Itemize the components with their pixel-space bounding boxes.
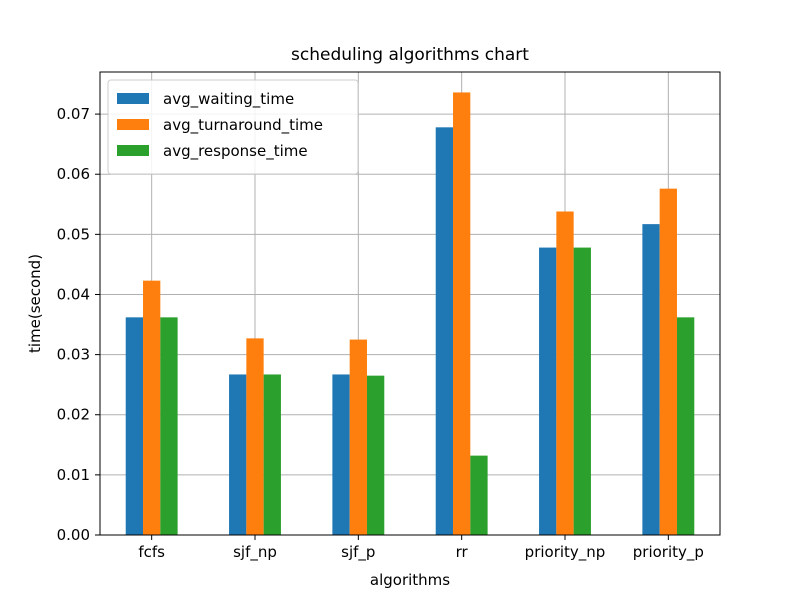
bar-avg_turnaround_time-sjf_np bbox=[246, 338, 264, 535]
bar-avg_turnaround_time-priority_np bbox=[556, 211, 574, 536]
y-tick-label: 0.05 bbox=[57, 225, 90, 243]
legend-label-avg_turnaround_time: avg_turnaround_time bbox=[163, 116, 323, 135]
bar-avg_waiting_time-priority_p bbox=[642, 224, 660, 535]
bar-avg_turnaround_time-priority_p bbox=[659, 188, 677, 535]
legend-box bbox=[107, 79, 359, 175]
bar-avg_response_time-fcfs bbox=[160, 317, 178, 535]
bar-avg_waiting_time-sjf_np bbox=[229, 374, 247, 535]
bar-avg_response_time-sjf_p bbox=[366, 375, 385, 535]
legend-swatch-avg_response_time bbox=[117, 145, 149, 156]
bar-avg_turnaround_time-rr bbox=[453, 92, 471, 535]
y-tick-label: 0.04 bbox=[57, 285, 90, 303]
bar-avg_response_time-priority_np bbox=[573, 247, 591, 535]
y-tick-label: 0.06 bbox=[57, 165, 90, 183]
bar-avg_response_time-priority_p bbox=[676, 317, 695, 535]
chart-title: scheduling algorithms chart bbox=[291, 45, 529, 65]
bar-avg_waiting_time-fcfs bbox=[125, 317, 144, 535]
y-tick-label: 0.03 bbox=[57, 346, 90, 364]
y-tick-label: 0.00 bbox=[57, 526, 90, 544]
plot-frame bbox=[99, 71, 721, 536]
bar-avg_waiting_time-priority_np bbox=[539, 247, 557, 535]
legend-label-avg_waiting_time: avg_waiting_time bbox=[163, 90, 294, 109]
ticks-layer: fcfs sjf_np sjf_p rr priority_np priority_p 0.… bbox=[57, 105, 704, 562]
x-axis-label: algorithms bbox=[370, 571, 450, 589]
legend-swatch-avg_turnaround_time bbox=[117, 119, 149, 130]
x-tick-label: sjf_np bbox=[233, 543, 277, 562]
legend: avg_waiting_time avg_turnaround_time avg_r… bbox=[107, 79, 359, 175]
x-tick-label: priority_np bbox=[525, 543, 606, 562]
y-tick-label: 0.07 bbox=[57, 105, 90, 123]
x-tick-label: rr bbox=[456, 543, 469, 561]
x-tick-label: sjf_p bbox=[341, 543, 375, 562]
legend-label-avg_response_time: avg_response_time bbox=[163, 142, 308, 161]
x-tick-label: priority_p bbox=[633, 543, 704, 562]
y-axis-label: time(second) bbox=[26, 254, 44, 353]
y-tick-label: 0.02 bbox=[57, 406, 90, 424]
bar-avg_response_time-sjf_np bbox=[263, 374, 281, 535]
bar-avg_turnaround_time-fcfs bbox=[143, 280, 161, 535]
bar-avg_waiting_time-sjf_p bbox=[332, 374, 350, 535]
bar-avg_turnaround_time-sjf_p bbox=[349, 339, 367, 535]
bar-avg_waiting_time-rr bbox=[435, 127, 454, 535]
y-tick-label: 0.01 bbox=[57, 466, 90, 484]
x-tick-label: fcfs bbox=[138, 543, 165, 561]
bar-avg_response_time-rr bbox=[470, 455, 488, 535]
legend-swatch-avg_waiting_time bbox=[117, 93, 149, 104]
bars-layer bbox=[125, 92, 695, 536]
